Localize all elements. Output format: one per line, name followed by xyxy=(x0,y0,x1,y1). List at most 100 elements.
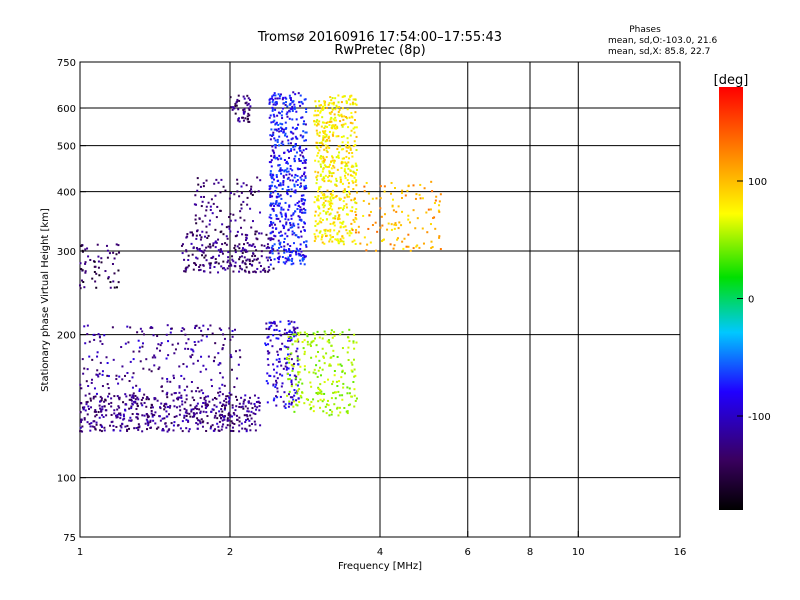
x-axis-label: Frequency [MHz] xyxy=(338,561,422,572)
data-point xyxy=(224,268,227,271)
data-point xyxy=(327,404,330,407)
data-point xyxy=(215,261,218,264)
data-point xyxy=(256,176,259,179)
cluster xyxy=(79,393,262,433)
data-point xyxy=(290,217,293,220)
data-point xyxy=(245,419,248,422)
data-point xyxy=(293,389,296,392)
data-point xyxy=(199,396,202,399)
data-point xyxy=(161,427,164,430)
data-point xyxy=(332,222,335,225)
data-point xyxy=(346,336,349,339)
data-point xyxy=(183,416,186,419)
data-point xyxy=(240,185,243,188)
data-point xyxy=(271,252,274,255)
data-point xyxy=(228,197,231,200)
data-point xyxy=(276,350,279,353)
data-point xyxy=(97,260,100,263)
data-point xyxy=(321,241,324,244)
data-point xyxy=(199,185,202,188)
data-point xyxy=(292,212,295,215)
data-point xyxy=(205,405,208,408)
data-point xyxy=(239,216,242,219)
data-point xyxy=(317,199,320,202)
data-point xyxy=(275,200,278,203)
data-point xyxy=(96,369,99,372)
data-point xyxy=(255,258,258,261)
data-point xyxy=(318,104,321,107)
data-point xyxy=(125,403,128,406)
data-point xyxy=(322,136,325,139)
data-point xyxy=(183,377,186,380)
data-point xyxy=(335,239,338,242)
data-point xyxy=(300,235,303,238)
data-point xyxy=(109,424,112,427)
data-point xyxy=(315,229,318,232)
data-point xyxy=(116,408,119,411)
data-point xyxy=(339,207,342,210)
data-point xyxy=(328,146,331,149)
data-point xyxy=(315,129,318,132)
data-point xyxy=(344,122,347,125)
data-point xyxy=(282,179,285,182)
data-point xyxy=(124,342,127,345)
data-point xyxy=(439,248,442,251)
chart-subtitle: RwPretec (8p) xyxy=(334,43,425,58)
data-point xyxy=(350,369,353,372)
data-point xyxy=(240,226,243,229)
data-point xyxy=(319,174,322,177)
data-point xyxy=(319,146,322,149)
data-point xyxy=(276,249,279,252)
data-point xyxy=(352,358,355,361)
data-point xyxy=(279,348,282,351)
data-point xyxy=(242,200,245,203)
data-point xyxy=(268,269,271,272)
data-point xyxy=(292,213,295,216)
data-point xyxy=(244,270,247,273)
data-point xyxy=(344,174,347,177)
data-point xyxy=(282,181,285,184)
data-point xyxy=(328,135,331,138)
data-point xyxy=(225,395,228,398)
data-point xyxy=(202,251,205,254)
data-point xyxy=(248,190,251,193)
data-point xyxy=(294,340,297,343)
x-tick-label: 4 xyxy=(377,547,383,558)
data-point xyxy=(185,409,188,412)
data-point xyxy=(217,249,220,252)
data-point xyxy=(90,381,93,384)
data-point xyxy=(250,417,253,420)
data-point xyxy=(322,410,325,413)
data-point xyxy=(287,170,290,173)
data-point xyxy=(185,394,188,397)
data-point xyxy=(317,160,320,163)
data-point xyxy=(326,121,329,124)
data-point xyxy=(253,402,256,405)
data-point xyxy=(116,416,119,419)
data-point xyxy=(273,119,276,122)
data-point xyxy=(321,347,324,350)
data-point xyxy=(135,408,138,411)
data-point xyxy=(196,386,199,389)
data-point xyxy=(335,195,338,198)
data-point xyxy=(298,218,301,221)
data-point xyxy=(260,232,263,235)
data-point xyxy=(337,414,340,417)
data-point xyxy=(328,139,331,142)
data-point xyxy=(348,340,351,343)
data-point xyxy=(334,108,337,111)
data-point xyxy=(227,414,230,417)
data-point xyxy=(287,405,290,408)
data-point xyxy=(291,137,294,140)
data-point xyxy=(255,408,258,411)
data-point xyxy=(241,427,244,430)
chart-title: Tromsø 20160916 17:54:00–17:55:43 xyxy=(257,30,502,45)
data-point xyxy=(383,185,386,188)
data-point xyxy=(285,356,288,359)
data-point xyxy=(183,389,186,392)
data-point xyxy=(341,394,344,397)
data-point xyxy=(327,103,330,106)
data-point xyxy=(284,169,287,172)
data-point xyxy=(190,348,193,351)
data-point xyxy=(234,102,237,105)
